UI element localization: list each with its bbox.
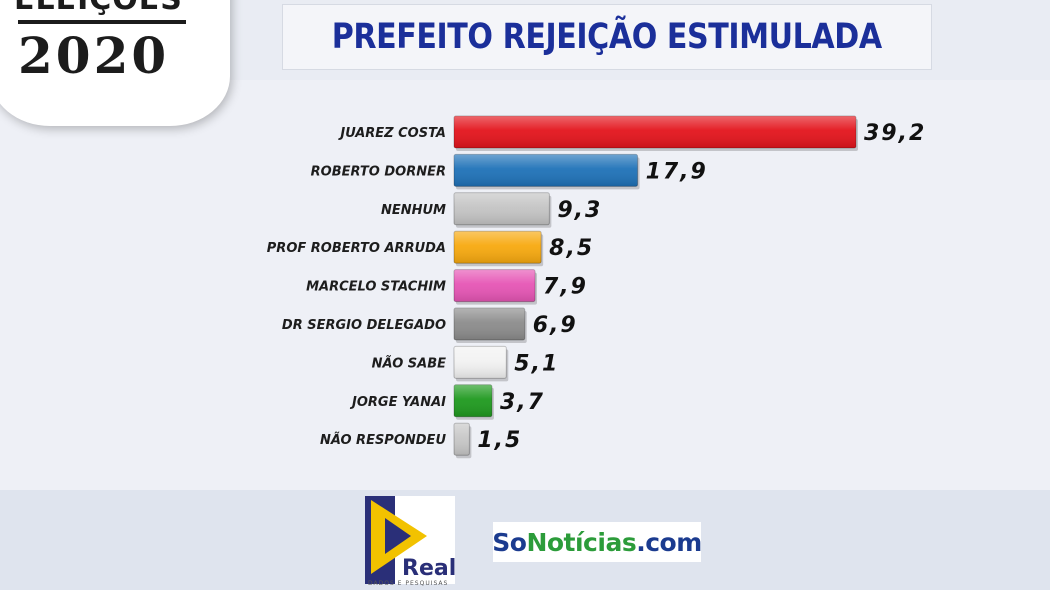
category-label: JORGE YANAI [349,395,446,410]
category-label: ROBERTO DORNER [311,164,446,179]
category-label: PROF ROBERTO ARRUDA [267,241,446,256]
real-logo-subtitle: DADOS E PESQUISAS [368,580,449,587]
category-label: DR SERGIO DELEGADO [282,318,446,333]
real-logo [365,496,455,584]
bar-highlight [454,384,492,417]
value-label: 39,2 [864,121,926,146]
bar-highlight [454,231,542,264]
category-label: MARCELO STACHIM [306,280,446,295]
sonoticias-part2: Notícias [526,527,637,557]
sonoticias-logo: So Notícias .com [492,522,702,562]
bar-highlight [454,269,536,302]
bar-chart: JUAREZ COSTA 39,2 ROBERTO DORNER 17,9 NENHUM… [267,115,926,459]
value-label: 6,9 [533,313,578,338]
value-label: 9,3 [557,198,602,223]
category-label: NÃO RESPONDEU [320,432,447,448]
bar-highlight [454,308,525,340]
bar-highlight [454,192,550,225]
chart-title-box: PREFEITO REJEIÇÃO ESTIMULADA [282,4,932,70]
badge-divider [18,20,186,24]
value-label: 7,9 [543,275,588,300]
bar-highlight [454,154,638,187]
value-label: 1,5 [477,428,522,453]
sonoticias-part1: So [492,527,527,557]
category-label: JUAREZ COSTA [337,126,446,141]
real-logo-mark-icon [365,496,427,584]
badge-year: 2020 [18,26,170,85]
value-label: 5,1 [514,351,559,376]
badge-title: ELEIÇÕES [14,0,183,17]
value-label: 8,5 [549,236,594,261]
value-label: 17,9 [646,159,708,184]
value-label: 3,7 [500,390,545,415]
category-label: NENHUM [381,203,446,218]
chart-title: PREFEITO REJEIÇÃO ESTIMULADA [332,17,882,57]
bar-highlight [454,346,507,379]
real-logo-text: Real [402,556,457,581]
sonoticias-part3: .com [636,527,702,557]
bar-highlight [454,116,856,148]
category-label: NÃO SABE [372,355,446,371]
eleicoes-2020-badge: ELEIÇÕES 2020 [0,0,230,126]
bar-highlight [454,423,470,456]
